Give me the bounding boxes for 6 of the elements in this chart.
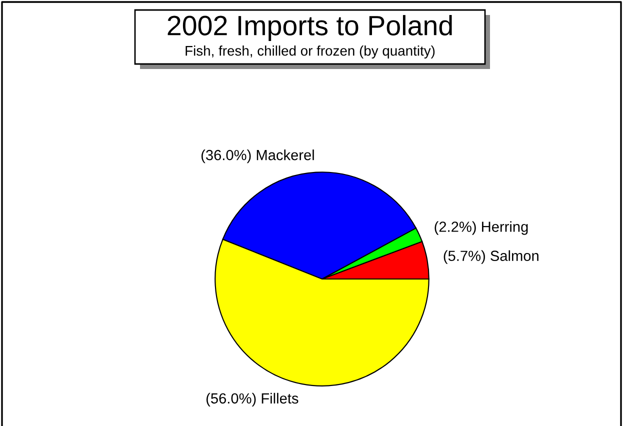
chart-subtitle: Fish, fresh, chilled or frozen (by quantity) <box>186 46 435 58</box>
chart-title: 2002 Imports to Poland <box>168 15 452 41</box>
slice-label: (36.0%) Mackerel <box>201 150 314 164</box>
slice-label: (56.0%) Fillets <box>206 392 298 406</box>
slice-label: (5.7%) Salmon <box>444 250 538 264</box>
slice-label: (2.2%) Herring <box>434 221 528 235</box>
